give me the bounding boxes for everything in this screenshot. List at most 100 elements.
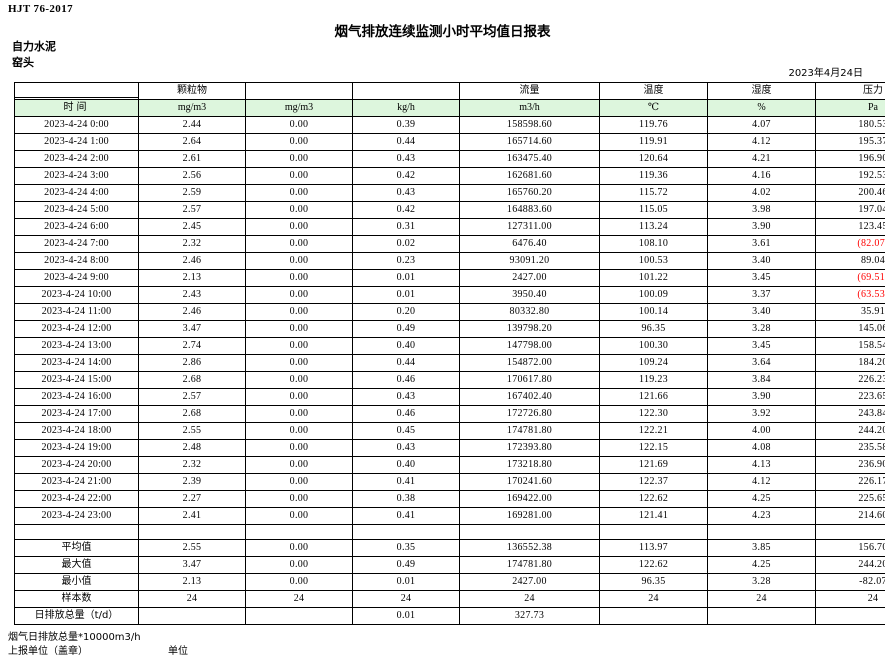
table-row: 2023-4-24 14:00 2.86 0.00 0.44 154872.00 109.… [14, 354, 885, 372]
cell-flow: 165760.20 [459, 184, 600, 202]
cell-temperature: 100.09 [599, 286, 708, 304]
cell-time: 2023-4-24 15:00 [14, 371, 139, 389]
cell-particulate-conc-std: 0.00 [245, 201, 353, 219]
cell-pressure: (69.51) [815, 269, 885, 287]
cell-particulate-rate: 0.38 [352, 490, 460, 508]
summary-pressure: 24 [815, 590, 885, 608]
cell-flow: 172726.80 [459, 405, 600, 423]
cell-particulate-rate: 0.43 [352, 388, 460, 406]
summary-particulate-conc: 2.13 [138, 573, 246, 591]
table-unit-header-row: 时间 mg/m3 mg/m3 kg/h m3/h ℃ % Pa [14, 99, 885, 117]
summary-humidity: 24 [707, 590, 816, 608]
cell-particulate-conc: 2.27 [138, 490, 246, 508]
cell-humidity: 4.21 [707, 150, 816, 168]
organization-name: 自力水泥 [12, 40, 56, 53]
cell-humidity: 4.08 [707, 439, 816, 457]
table-row: 2023-4-24 6:00 2.45 0.00 0.31 127311.00 113.2… [14, 218, 885, 236]
cell-pressure: 225.65 [815, 490, 885, 508]
cell-particulate-rate: 0.41 [352, 507, 460, 525]
footer-reporting-unit: 上报单位（盖章） [8, 646, 88, 657]
summary-flow: 2427.00 [459, 573, 600, 591]
cell-humidity: 3.45 [707, 337, 816, 355]
table-row: 2023-4-24 1:00 2.64 0.00 0.44 165714.60 119.9… [14, 133, 885, 151]
cell-particulate-conc: 2.56 [138, 167, 246, 185]
cell-particulate-conc: 2.13 [138, 269, 246, 287]
spacer-cell [352, 524, 460, 540]
cell-particulate-rate: 0.42 [352, 167, 460, 185]
cell-particulate-conc-std: 0.00 [245, 439, 353, 457]
cell-pressure: 236.90 [815, 456, 885, 474]
cell-pressure: 184.20 [815, 354, 885, 372]
table-body: 2023-4-24 0:00 2.44 0.00 0.39 158598.60 119.7… [14, 116, 885, 625]
cell-particulate-conc-std: 0.00 [245, 422, 353, 440]
cell-time: 2023-4-24 8:00 [14, 252, 139, 270]
cell-time: 2023-4-24 0:00 [14, 116, 139, 134]
cell-particulate-conc: 2.86 [138, 354, 246, 372]
header-group-pressure: 压力 [815, 82, 885, 100]
cell-humidity: 3.40 [707, 303, 816, 321]
unit-pressure: Pa [815, 99, 885, 117]
cell-time: 2023-4-24 23:00 [14, 507, 139, 525]
cell-particulate-conc: 2.48 [138, 439, 246, 457]
cell-humidity: 3.64 [707, 354, 816, 372]
cell-particulate-conc: 2.46 [138, 252, 246, 270]
summary-temperature: 24 [599, 590, 708, 608]
summary-particulate-conc [138, 607, 246, 625]
unit-flow: m3/h [459, 99, 600, 117]
cell-temperature: 119.36 [599, 167, 708, 185]
cell-particulate-conc-std: 0.00 [245, 456, 353, 474]
spacer-cell [459, 524, 600, 540]
cell-particulate-rate: 0.40 [352, 456, 460, 474]
cell-particulate-conc-std: 0.00 [245, 269, 353, 287]
cell-pressure: 145.06 [815, 320, 885, 338]
summary-temperature [599, 607, 708, 625]
cell-particulate-rate: 0.44 [352, 354, 460, 372]
summary-pressure: 244.20 [815, 556, 885, 574]
cell-flow: 163475.40 [459, 150, 600, 168]
summary-particulate-rate: 0.01 [352, 607, 460, 625]
cell-particulate-rate: 0.42 [352, 201, 460, 219]
table-row: 2023-4-24 21:00 2.39 0.00 0.41 170241.60 122.… [14, 473, 885, 491]
summary-pressure [815, 607, 885, 625]
cell-humidity: 4.13 [707, 456, 816, 474]
cell-flow: 154872.00 [459, 354, 600, 372]
cell-pressure: 223.65 [815, 388, 885, 406]
cell-particulate-rate: 0.01 [352, 286, 460, 304]
cell-time: 2023-4-24 18:00 [14, 422, 139, 440]
cell-time: 2023-4-24 11:00 [14, 303, 139, 321]
cell-particulate-rate: 0.49 [352, 320, 460, 338]
table-spacer-row [14, 524, 885, 540]
spacer-cell [14, 524, 139, 540]
standard-code: HJT 76-2017 [8, 3, 74, 15]
summary-label: 日排放总量（t/d） [14, 607, 139, 625]
site-name: 窑头 [12, 56, 34, 69]
cell-time: 2023-4-24 6:00 [14, 218, 139, 236]
cell-particulate-conc-std: 0.00 [245, 286, 353, 304]
cell-flow: 139798.20 [459, 320, 600, 338]
cell-particulate-conc: 2.44 [138, 116, 246, 134]
cell-particulate-conc: 2.45 [138, 218, 246, 236]
cell-temperature: 122.21 [599, 422, 708, 440]
table-row: 2023-4-24 12:00 3.47 0.00 0.49 139798.20 96.3… [14, 320, 885, 338]
cell-particulate-conc-std: 0.00 [245, 473, 353, 491]
summary-temperature: 96.35 [599, 573, 708, 591]
cell-particulate-conc: 2.32 [138, 235, 246, 253]
cell-particulate-conc-std: 0.00 [245, 150, 353, 168]
summary-flow: 136552.38 [459, 539, 600, 557]
cell-flow: 170617.80 [459, 371, 600, 389]
summary-particulate-rate: 0.35 [352, 539, 460, 557]
table-row: 2023-4-24 9:00 2.13 0.00 0.01 2427.00 101.22 3… [14, 269, 885, 287]
header-group-humidity: 湿度 [707, 82, 816, 100]
cell-particulate-conc: 2.39 [138, 473, 246, 491]
summary-flow: 174781.80 [459, 556, 600, 574]
unit-particulate-rate: kg/h [352, 99, 460, 117]
cell-humidity: 4.02 [707, 184, 816, 202]
cell-flow: 165714.60 [459, 133, 600, 151]
cell-flow: 93091.20 [459, 252, 600, 270]
header-group-flow: 流量 [459, 82, 600, 100]
cell-flow: 170241.60 [459, 473, 600, 491]
cell-pressure: (63.53) [815, 286, 885, 304]
cell-particulate-rate: 0.39 [352, 116, 460, 134]
header-time: 时间 [14, 99, 139, 117]
cell-time: 2023-4-24 4:00 [14, 184, 139, 202]
